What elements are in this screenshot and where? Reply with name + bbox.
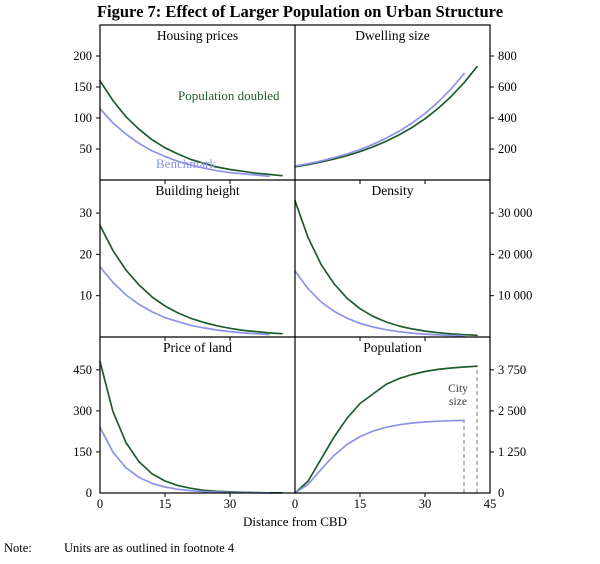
panel-title-housing-prices: Housing prices [156, 28, 239, 43]
svg-text:150: 150 [73, 445, 92, 459]
svg-text:20 000: 20 000 [498, 247, 532, 261]
svg-text:10 000: 10 000 [498, 289, 532, 303]
svg-text:20: 20 [80, 247, 93, 261]
svg-text:400: 400 [498, 111, 517, 125]
svg-text:45: 45 [484, 497, 497, 511]
x-axis-label: Distance from CBD [243, 514, 347, 529]
legend-benchmark: Benchmark [156, 156, 216, 171]
panel-title-dwelling-size: Dwelling size [355, 28, 430, 43]
svg-text:30: 30 [80, 206, 93, 220]
svg-text:800: 800 [498, 49, 517, 63]
svg-text:30: 30 [224, 497, 237, 511]
figure-title: Figure 7: Effect of Larger Population on… [96, 2, 504, 21]
city-size-line1: City [448, 383, 468, 395]
panel-title-density: Density [371, 183, 414, 198]
panel-title-price-of-land: Price of land [163, 340, 232, 355]
svg-text:100: 100 [73, 111, 92, 125]
svg-text:600: 600 [498, 80, 517, 94]
city-size-annotation: City size [436, 383, 480, 409]
svg-text:200: 200 [73, 49, 92, 63]
note-text: Units are as outlined in footnote 4 [64, 541, 235, 555]
svg-text:3 750: 3 750 [498, 363, 526, 377]
svg-text:0: 0 [292, 497, 298, 511]
panel-title-population: Population [363, 340, 422, 355]
panel-title-building-height: Building height [155, 183, 240, 198]
svg-text:15: 15 [159, 497, 172, 511]
svg-text:200: 200 [498, 142, 517, 156]
svg-text:450: 450 [73, 363, 92, 377]
svg-text:0: 0 [86, 486, 92, 500]
city-size-line2: size [449, 396, 467, 409]
legend-population-doubled: Population doubled [178, 88, 280, 103]
svg-text:10: 10 [80, 289, 93, 303]
svg-text:30 000: 30 000 [498, 206, 532, 220]
svg-text:15: 15 [354, 497, 367, 511]
svg-text:2 500: 2 500 [498, 404, 526, 418]
svg-text:50: 50 [80, 142, 93, 156]
svg-text:1 250: 1 250 [498, 445, 526, 459]
svg-text:0: 0 [498, 486, 504, 500]
note-label: Note: [4, 541, 32, 555]
svg-text:0: 0 [97, 497, 103, 511]
svg-text:30: 30 [419, 497, 432, 511]
svg-text:300: 300 [73, 404, 92, 418]
svg-text:150: 150 [73, 80, 92, 94]
